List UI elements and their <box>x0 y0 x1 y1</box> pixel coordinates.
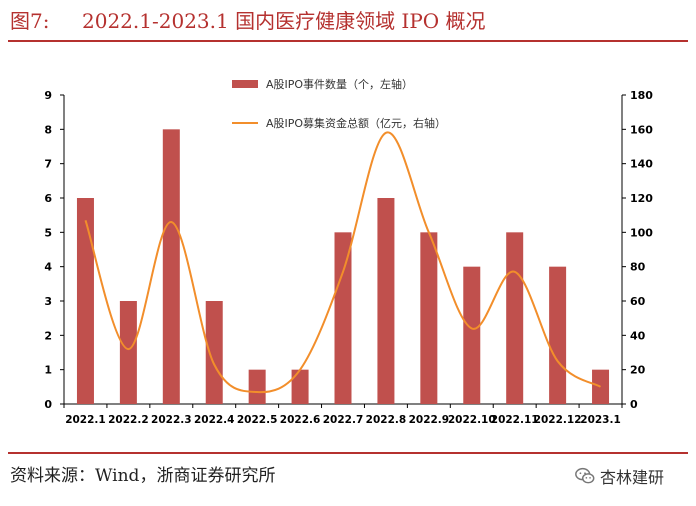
figure-title-text: 2022.1-2023.1 国内医疗健康领域 IPO 概况 <box>82 9 486 33</box>
left-tick-label: 7 <box>44 158 52 171</box>
figure-number: 图7: <box>10 9 50 33</box>
left-tick-label: 5 <box>44 226 52 239</box>
x-tick-label: 2022.1 <box>65 414 106 426</box>
series-line <box>84 131 602 394</box>
right-tick-label: 160 <box>630 123 653 136</box>
right-tick-label: 40 <box>630 329 646 342</box>
x-tick-label: 2022.6 <box>280 414 321 426</box>
brand-name: 杏林建研 <box>600 468 665 487</box>
right-tick-label: 80 <box>630 261 646 274</box>
left-tick-label: 6 <box>44 192 52 205</box>
bar <box>420 232 438 404</box>
legend-swatch-bar <box>232 80 258 88</box>
left-tick-label: 9 <box>44 89 52 102</box>
bar <box>463 266 481 404</box>
x-tick-label: 2022.4 <box>194 414 235 426</box>
left-tick-label: 2 <box>44 329 52 342</box>
bar <box>248 369 266 404</box>
bar <box>76 198 94 404</box>
right-tick-label: 140 <box>630 158 653 171</box>
source-divider <box>8 452 688 454</box>
x-tick-label: 2022.2 <box>108 414 149 426</box>
x-tick-label: 2023.1 <box>580 414 621 426</box>
x-tick-label: 2022.11 <box>491 414 539 426</box>
x-tick-label: 2022.7 <box>323 414 364 426</box>
source-note: 资料来源：Wind，浙商证券研究所 <box>10 466 276 486</box>
x-tick-label: 2022.10 <box>448 414 496 426</box>
legend-label-bar: A股IPO事件数量（个，左轴） <box>266 77 413 91</box>
bar <box>291 369 309 404</box>
x-tick-label: 2022.9 <box>409 414 450 426</box>
left-tick-label: 8 <box>44 123 52 136</box>
x-tick-label: 2022.3 <box>151 414 192 426</box>
left-tick-label: 4 <box>44 261 52 274</box>
legend-label-line: A股IPO募集资金总额（亿元，右轴） <box>266 116 446 130</box>
bar <box>506 232 524 404</box>
bar <box>119 301 137 404</box>
x-tick-label: 2022.8 <box>366 414 407 426</box>
bar <box>205 301 223 404</box>
left-tick-label: 0 <box>44 398 52 411</box>
bar <box>549 266 567 404</box>
bar <box>334 232 352 404</box>
right-tick-label: 100 <box>630 226 653 239</box>
x-tick-label: 2022.5 <box>237 414 278 426</box>
brand-watermark: 杏林建研 <box>574 462 664 490</box>
right-tick-label: 20 <box>630 364 646 377</box>
right-tick-label: 60 <box>630 295 646 308</box>
bar <box>377 198 395 404</box>
right-tick-label: 180 <box>630 89 653 102</box>
bar <box>162 129 180 405</box>
x-tick-label: 2022.12 <box>534 414 582 426</box>
figure-title: 图7: 2022.1-2023.1 国内医疗健康领域 IPO 概况 <box>10 6 486 36</box>
left-tick-label: 1 <box>44 364 52 377</box>
left-tick-label: 3 <box>44 295 52 308</box>
right-tick-label: 0 <box>630 398 638 411</box>
title-divider <box>8 40 688 42</box>
right-tick-label: 120 <box>630 192 653 205</box>
wechat-icon <box>575 467 595 484</box>
